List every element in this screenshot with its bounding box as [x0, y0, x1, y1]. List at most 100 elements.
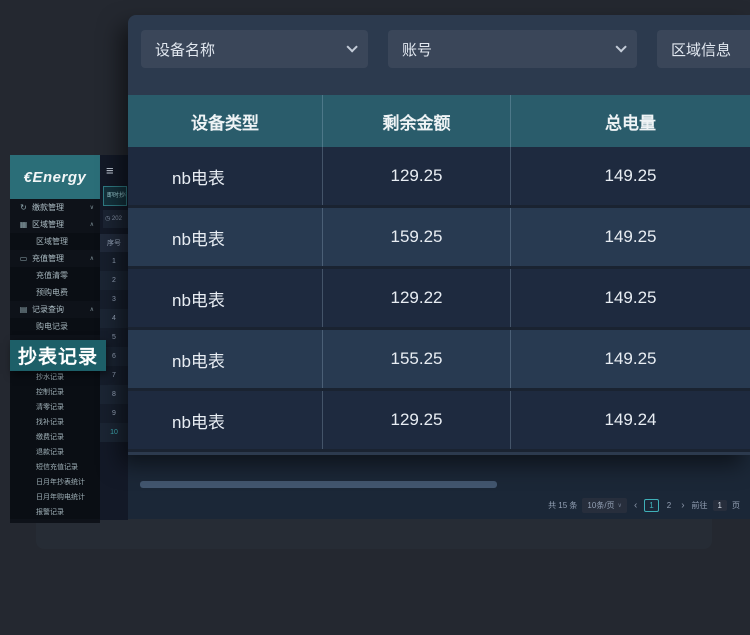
row-number: 5 — [112, 334, 116, 341]
sidebar-item-label: 记录查询 — [32, 305, 64, 314]
table-row: 9 — [100, 404, 128, 423]
row-number: 4 — [112, 315, 116, 322]
sidebar-item-label: 缴款管理 — [32, 203, 64, 212]
table-row: nb电表 159.25 149.25 — [128, 208, 750, 269]
pagination: 共 15 条 10条/页 ∨ ‹ 1 2 › 前往 1 页 — [548, 498, 740, 513]
sidebar-subitem-water-readings[interactable]: 抄水记录 — [10, 369, 100, 384]
per-page-select[interactable]: 10条/页 ∨ — [582, 498, 627, 513]
filter-bar: 设备名称 账号 区域信息 — [141, 30, 750, 68]
device-name-dropdown[interactable]: 设备名称 — [141, 30, 368, 68]
app-logo: €Energy — [10, 155, 100, 199]
content-strip: ≡ 即时抄表 ◷ 202 序号 1 2 3 4 5 6 7 8 9 10 — [100, 155, 128, 520]
hamburger-icon[interactable]: ≡ — [106, 163, 114, 178]
table-row: nb电表 155.25 149.25 — [128, 330, 750, 391]
table-row: 2 — [100, 271, 128, 290]
chevron-down-icon: ∨ — [617, 503, 622, 509]
sidebar-subitem-area-mgmt[interactable]: 区域管理 — [10, 233, 100, 250]
per-page-label: 10条/页 — [587, 501, 615, 510]
account-dropdown[interactable]: 账号 — [388, 30, 637, 68]
card-bottom-band — [36, 519, 712, 549]
cell-total-power: 149.25 — [510, 330, 750, 388]
cell-remaining-amount: 159.25 — [322, 208, 510, 266]
app-logo-text: €Energy — [23, 168, 87, 186]
table-header-row: 设备类型 剩余金额 总电量 — [128, 95, 750, 147]
page-button-1-current[interactable]: 1 — [644, 499, 659, 512]
sidebar-subitem-control-records[interactable]: 控制记录 — [10, 384, 100, 399]
sidebar-subitem-reading-stats[interactable]: 日月年抄表统计 — [10, 474, 100, 489]
chevron-down-icon: ∨ — [89, 205, 94, 211]
dropdown-label: 账号 — [402, 41, 433, 59]
prev-page-button[interactable]: ‹ — [633, 499, 638, 511]
sidebar-subitem-label: 抄水记录 — [36, 373, 64, 381]
row-number: 10 — [110, 429, 118, 436]
cell-total-power: 149.24 — [510, 391, 750, 449]
row-number: 6 — [112, 353, 116, 360]
serial-column: 1 2 3 4 5 6 7 8 9 10 — [100, 252, 128, 442]
horizontal-scrollbar[interactable] — [140, 481, 497, 488]
chevron-down-icon — [615, 41, 627, 53]
cell-remaining-amount: 129.22 — [322, 269, 510, 327]
serial-column-header: 序号 — [100, 234, 128, 252]
sidebar-subitem-label: 退款记录 — [36, 448, 64, 456]
chevron-up-icon: ∧ — [89, 307, 94, 313]
chevron-down-icon — [346, 41, 358, 53]
sidebar-subitem-label: 预购电费 — [36, 288, 68, 297]
dropdown-label: 区域信息 — [671, 41, 732, 59]
page-button-2[interactable]: 2 — [666, 501, 672, 510]
sidebar-subitem-alarm-records[interactable]: 报警记录 — [10, 504, 100, 519]
pagination-total: 共 15 条 — [548, 501, 578, 510]
sidebar-subitem-label: 日月年购电统计 — [36, 493, 85, 501]
row-number: 3 — [112, 296, 116, 303]
sidebar-subitem-clear-records[interactable]: 清零记录 — [10, 399, 100, 414]
sidebar-subitem-sms-recharge-records[interactable]: 短信充值记录 — [10, 459, 100, 474]
cell-device-type: nb电表 — [172, 412, 225, 432]
sidebar-item-meter-readings-highlight[interactable]: 抄表记录 — [10, 340, 106, 371]
table-row: 4 — [100, 309, 128, 328]
cell-total-power: 149.25 — [510, 147, 750, 205]
next-page-button[interactable]: › — [681, 499, 685, 511]
sidebar-subitem-label: 区域管理 — [36, 237, 68, 246]
sidebar-subitem-payment-records[interactable]: 缴费记录 — [10, 429, 100, 444]
row-number: 2 — [112, 277, 116, 284]
sidebar-item-label: 区域管理 — [32, 220, 64, 229]
chevron-up-icon: ∧ — [89, 222, 94, 228]
sidebar-item-record-query[interactable]: ▤ 记录查询 ∧ — [10, 301, 100, 318]
cell-device-type: nb电表 — [172, 290, 225, 310]
area-info-dropdown[interactable]: 区域信息 — [657, 30, 750, 68]
sidebar-item-payment-mgmt[interactable]: ↻ 缴款管理 ∨ — [10, 199, 100, 216]
table-row-active: 10 — [100, 423, 128, 442]
table-row: nb电表 129.22 149.25 — [128, 269, 750, 330]
table-row: nb电表 129.25 149.24 — [128, 391, 750, 452]
sidebar-subitem-purchase-records[interactable]: 购电记录 — [10, 318, 100, 335]
cell-total-power: 149.25 — [510, 269, 750, 327]
payment-icon: ↻ — [20, 203, 27, 212]
card-icon: ▭ — [19, 254, 28, 263]
date-picker[interactable]: ◷ 202 — [103, 210, 128, 228]
cell-device-type: nb电表 — [172, 168, 225, 188]
cell-total-power: 149.25 — [510, 208, 750, 266]
page-unit-label: 页 — [732, 501, 740, 510]
sidebar-item-area-mgmt[interactable]: ▦ 区域管理 ∧ — [10, 216, 100, 233]
table-overlay-panel: 设备名称 账号 区域信息 设备类型 剩余金额 总电量 nb电表 129.25 1… — [128, 15, 750, 455]
sidebar: €Energy ↻ 缴款管理 ∨ ▦ 区域管理 ∧ 区域管理 ▭ 充值管理 ∧ … — [10, 155, 100, 523]
sidebar-item-recharge-mgmt[interactable]: ▭ 充值管理 ∧ — [10, 250, 100, 267]
sidebar-subitem-adjust-records[interactable]: 找补记录 — [10, 414, 100, 429]
row-number: 7 — [112, 372, 116, 379]
sidebar-item-label: 充值管理 — [32, 254, 64, 263]
cell-remaining-amount: 129.25 — [322, 391, 510, 449]
sidebar-subitem-recharge-clear[interactable]: 充值清零 — [10, 267, 100, 284]
column-header-total-power: 总电量 — [510, 95, 750, 147]
column-header-remaining-amount: 剩余金额 — [322, 95, 510, 147]
sidebar-subitem-purchase-stats[interactable]: 日月年购电统计 — [10, 489, 100, 504]
sidebar-subitem-refund-records[interactable]: 退款记录 — [10, 444, 100, 459]
column-header-device-type: 设备类型 — [191, 113, 259, 133]
sidebar-subitem-prepaid-power[interactable]: 预购电费 — [10, 284, 100, 301]
sidebar-subitem-label: 清零记录 — [36, 403, 64, 411]
instant-reading-button[interactable]: 即时抄表 — [103, 186, 127, 206]
goto-page-input[interactable]: 1 — [712, 500, 727, 511]
chevron-up-icon: ∧ — [89, 256, 94, 262]
sidebar-subitem-label: 日月年抄表统计 — [36, 478, 85, 486]
row-number: 9 — [112, 410, 116, 417]
sidebar-subitem-label: 报警记录 — [36, 508, 64, 516]
row-number: 8 — [112, 391, 116, 398]
